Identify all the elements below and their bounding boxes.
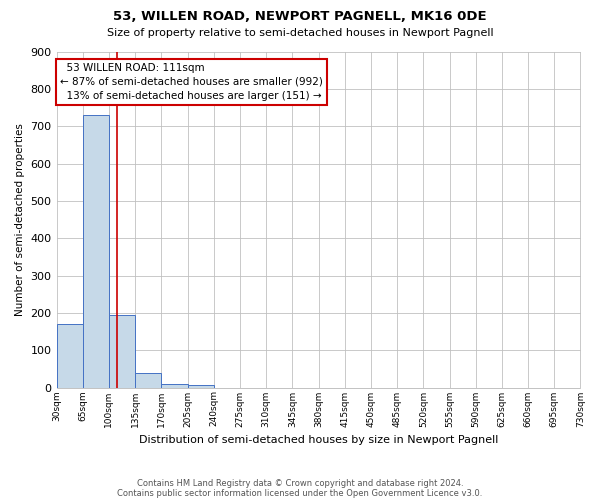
X-axis label: Distribution of semi-detached houses by size in Newport Pagnell: Distribution of semi-detached houses by …: [139, 435, 498, 445]
Bar: [161, 384, 188, 388]
Text: 53 WILLEN ROAD: 111sqm
← 87% of semi-detached houses are smaller (992)
  13% of : 53 WILLEN ROAD: 111sqm ← 87% of semi-det…: [60, 62, 323, 100]
Bar: [188, 384, 214, 388]
Bar: [109, 314, 135, 388]
Bar: [56, 324, 83, 388]
Bar: [83, 115, 109, 388]
Y-axis label: Number of semi-detached properties: Number of semi-detached properties: [15, 123, 25, 316]
Text: 53, WILLEN ROAD, NEWPORT PAGNELL, MK16 0DE: 53, WILLEN ROAD, NEWPORT PAGNELL, MK16 0…: [113, 10, 487, 23]
Text: Contains public sector information licensed under the Open Government Licence v3: Contains public sector information licen…: [118, 488, 482, 498]
Text: Contains HM Land Registry data © Crown copyright and database right 2024.: Contains HM Land Registry data © Crown c…: [137, 478, 463, 488]
Text: Size of property relative to semi-detached houses in Newport Pagnell: Size of property relative to semi-detach…: [107, 28, 493, 38]
Bar: [135, 372, 161, 388]
